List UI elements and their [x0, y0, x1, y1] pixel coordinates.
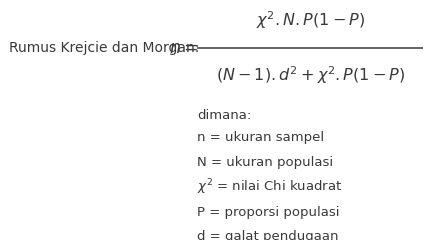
Text: n = ukuran sampel: n = ukuran sampel [197, 132, 325, 144]
Text: P = proporsi populasi: P = proporsi populasi [197, 206, 340, 219]
Text: $\chi^2.N.P(1-P)$: $\chi^2.N.P(1-P)$ [256, 10, 365, 31]
Text: Rumus Krejcie dan Morgan:: Rumus Krejcie dan Morgan: [9, 41, 199, 55]
Text: d = galat pendugaan: d = galat pendugaan [197, 230, 339, 240]
Text: $n=$: $n=$ [169, 39, 198, 57]
Text: dimana:: dimana: [197, 109, 252, 122]
Text: N = ukuran populasi: N = ukuran populasi [197, 156, 334, 169]
Text: $(N-1).d^2+\chi^2.P(1-P)$: $(N-1).d^2+\chi^2.P(1-P)$ [216, 65, 405, 86]
Text: $\chi^2$ = nilai Chi kuadrat: $\chi^2$ = nilai Chi kuadrat [197, 178, 343, 197]
